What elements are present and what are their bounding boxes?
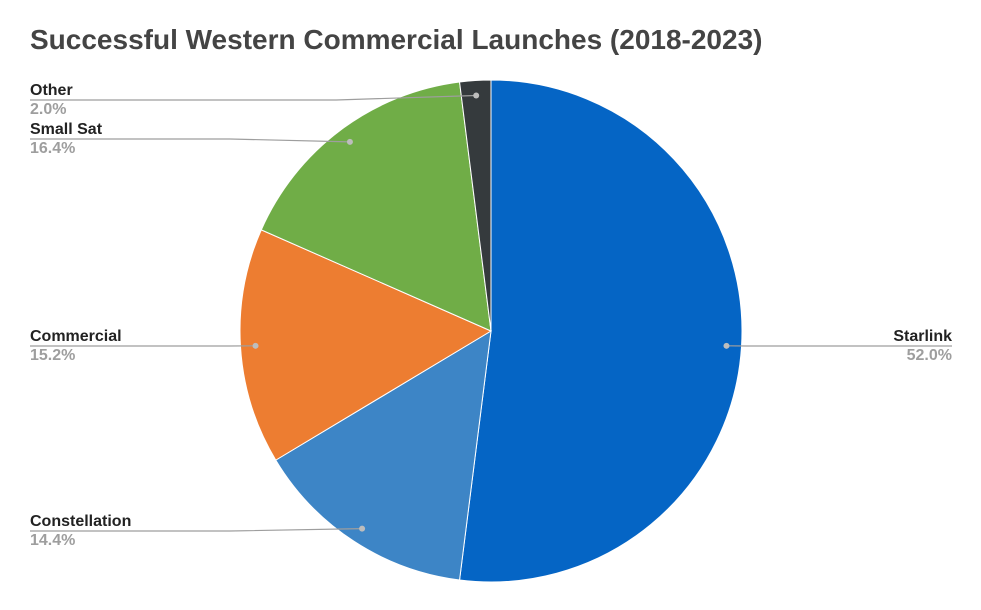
leader-dot-constellation <box>359 525 366 532</box>
leader-line-constellation <box>30 528 363 532</box>
pie-slice-constellation <box>275 330 492 581</box>
slice-label-other: Other <box>30 82 73 99</box>
pie-slice-small-sat <box>260 81 492 332</box>
slice-label-small-sat: Small Sat <box>30 121 103 138</box>
slice-label-constellation: Constellation <box>30 513 131 530</box>
slice-value-commercial: 15.2% <box>30 347 75 364</box>
leader-dot-commercial <box>252 342 259 349</box>
pie-slice-commercial <box>239 229 493 461</box>
leader-dot-other <box>473 92 480 99</box>
slice-value-other: 2.0% <box>30 101 66 118</box>
pie-slice-other <box>458 79 492 332</box>
slice-value-constellation: 14.4% <box>30 532 75 549</box>
slice-label-starlink: Starlink <box>893 328 952 345</box>
slice-label-commercial: Commercial <box>30 328 122 345</box>
leader-dot-small-sat <box>346 138 353 145</box>
leader-line-small-sat <box>30 138 350 143</box>
pie-slice-starlink <box>458 79 743 583</box>
leader-dot-starlink <box>723 342 730 349</box>
leader-line-other <box>30 94 477 101</box>
slice-value-starlink: 52.0% <box>907 347 952 364</box>
slice-value-small-sat: 16.4% <box>30 140 75 157</box>
chart-title: Successful Western Commercial Launches (… <box>30 24 763 55</box>
